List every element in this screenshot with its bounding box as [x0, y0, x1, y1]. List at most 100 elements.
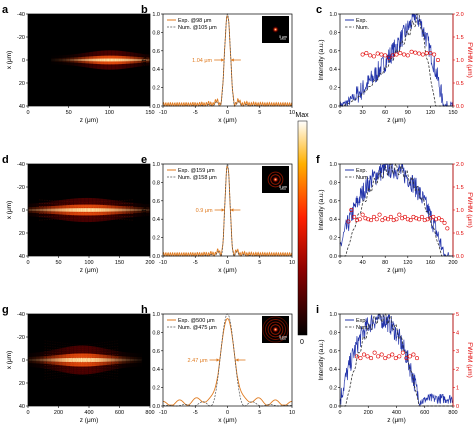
beam-core [120, 358, 122, 362]
beam-mid [67, 57, 69, 63]
x-tick-label: 50 [66, 110, 72, 116]
inset-ring [267, 171, 284, 188]
x-tick-label: 0 [226, 410, 229, 416]
beam-core [132, 58, 135, 62]
beam-core [147, 59, 149, 61]
beam-glow [36, 203, 38, 217]
beam-mid [48, 355, 50, 365]
beam-core [53, 208, 56, 212]
beam-core [56, 208, 59, 212]
panel-letter: a [2, 4, 9, 16]
fwhm-marker [352, 214, 357, 219]
beam-mid [80, 56, 83, 64]
beam-core [91, 208, 94, 212]
fwhm-marker [360, 212, 365, 217]
panel-letter: f [316, 154, 320, 166]
beam-mid [41, 206, 44, 214]
beam-core [49, 358, 52, 362]
x-tick-label: 200 [145, 260, 154, 266]
fwhm-marker [349, 208, 354, 213]
beam-mid [30, 207, 33, 213]
beam-core [63, 59, 65, 61]
fwhm-marker [369, 356, 374, 361]
beam-glow [30, 203, 33, 217]
beam-fringe [38, 199, 133, 203]
beam-mid [64, 57, 67, 63]
beam-core [106, 208, 109, 212]
beam-fringe [38, 202, 133, 206]
beam-core [118, 358, 121, 362]
beam-mid [125, 356, 128, 364]
y-tick-label: 0.8 [152, 30, 160, 36]
beam-core [63, 208, 65, 212]
beam-core [128, 358, 130, 362]
beam-core [131, 58, 133, 62]
fwhm-marker [363, 216, 368, 221]
fwhm-marker [365, 354, 370, 359]
y2-tick-label: 0.0 [456, 104, 464, 110]
beam-core [144, 59, 147, 61]
beam-core [53, 59, 56, 61]
beam-mid [126, 356, 129, 364]
beam-core [75, 357, 78, 363]
beam-core [75, 59, 78, 61]
y-tick-label: 0 [22, 358, 25, 364]
beam-core [78, 357, 80, 363]
axial-panel-i: Exp.Num. 0 200 400 600 800 z (μm) 0.0 0.2 0.4 0.6 0… [316, 304, 473, 424]
beam-core [32, 209, 34, 211]
beam-mid [34, 206, 37, 214]
fwhm-marker [388, 214, 393, 219]
beam-core [148, 59, 151, 61]
beam-mid [126, 206, 129, 214]
beam-mid [36, 206, 38, 214]
y-tick-label: 1.0 [152, 312, 160, 318]
x-tick-label: -10 [159, 110, 167, 116]
beam-glow [125, 352, 128, 368]
x-tick-label: 0 [26, 110, 29, 116]
y-tick-label: 0.0 [329, 104, 337, 110]
x-axis-label: x (μm) [218, 267, 237, 274]
beam-core [110, 208, 113, 212]
beam-core [70, 59, 72, 61]
y-tick-label: 1.0 [152, 162, 160, 168]
beam-core [117, 58, 120, 62]
beam-glow [45, 351, 48, 369]
beam-glow [75, 53, 78, 67]
beam-core [60, 208, 63, 212]
y-tick-label: 0.4 [329, 67, 337, 73]
beam-core [121, 358, 124, 362]
beam-mid [122, 356, 125, 364]
beam-glow [144, 54, 147, 66]
beam-mid [109, 355, 111, 365]
beam-glow [128, 352, 130, 368]
y-tick-label: 0.8 [329, 330, 337, 336]
beam-core [139, 209, 141, 211]
beam-mid [144, 57, 147, 63]
y-tick-label: 0.4 [152, 367, 160, 373]
legend-label-num: Num. @475 μm [178, 325, 217, 331]
beam-mid [75, 57, 78, 63]
beam-glow [44, 351, 46, 369]
beam-glow [51, 350, 53, 370]
beam-core [140, 209, 143, 211]
beam-core [76, 59, 79, 61]
beam-mid [45, 356, 48, 364]
beam-glow [40, 351, 42, 369]
y-tick-label: 0.2 [329, 386, 337, 392]
fwhm-marker [436, 216, 441, 221]
beam-mid [121, 356, 124, 364]
beam-mid [63, 57, 65, 63]
beam-core [124, 58, 126, 62]
y2-tick-label: 3 [456, 349, 459, 355]
beam-core [37, 358, 40, 362]
beam-core [46, 208, 49, 212]
beam-core [74, 357, 76, 363]
y-tick-label: 0.6 [329, 49, 337, 55]
beam-glow [139, 53, 141, 67]
x-tick-label: 0 [338, 260, 341, 266]
y2-tick-label: 1 [456, 386, 459, 392]
y-tick-label: 40 [19, 254, 25, 260]
fwhm-marker [371, 54, 376, 59]
